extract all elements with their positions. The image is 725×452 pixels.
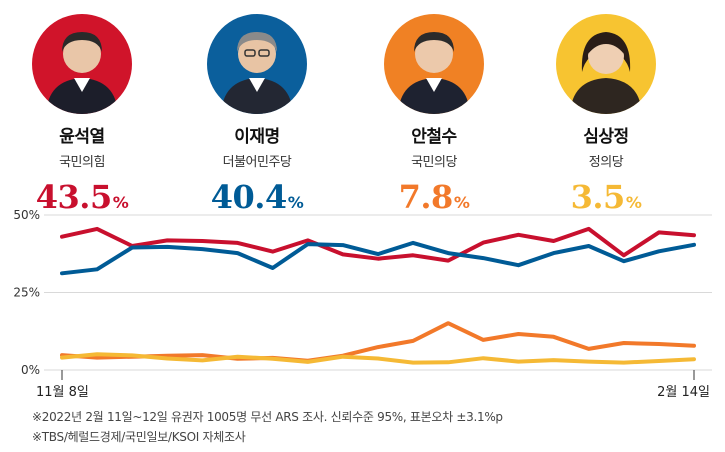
candidate-party: 국민의당 bbox=[411, 155, 457, 170]
candidate-party: 더불어민주당 bbox=[222, 155, 292, 170]
candidate-party: 정의당 bbox=[588, 155, 624, 170]
candidate-percent-value: 40.4 bbox=[210, 178, 287, 216]
candidate-percent: 3.5% bbox=[536, 178, 676, 216]
x-label-start: 11월 8일 bbox=[36, 385, 89, 400]
candidate-name: 안철수 bbox=[411, 127, 457, 147]
candidate-party: 국민의힘 bbox=[59, 155, 105, 170]
candidate-percent-unit: % bbox=[287, 193, 304, 212]
person-photo-icon bbox=[221, 32, 293, 114]
candidate-card-yoon: 윤석열 국민의힘 43.5% bbox=[12, 14, 152, 216]
candidate-percent: 40.4% bbox=[187, 178, 327, 216]
candidate-name: 심상정 bbox=[583, 127, 629, 147]
candidate-photo bbox=[384, 14, 484, 114]
y-tick-label: 25% bbox=[13, 286, 40, 300]
candidate-card-sim: 심상정 정의당 3.5% bbox=[536, 14, 676, 216]
candidate-photo bbox=[207, 14, 307, 114]
y-tick-label: 50% bbox=[13, 208, 40, 222]
candidate-card-lee: 이재명 더불어민주당 40.4% bbox=[187, 14, 327, 216]
x-label-end: 2월 14일 bbox=[657, 385, 710, 400]
candidate-percent-value: 3.5 bbox=[570, 178, 626, 216]
series-line-0 bbox=[60, 226, 696, 263]
candidate-photo bbox=[32, 14, 132, 114]
candidate-percent-value: 43.5 bbox=[35, 178, 112, 216]
candidate-name: 이재명 bbox=[234, 127, 280, 147]
person-photo-icon bbox=[570, 32, 642, 114]
candidate-name: 윤석열 bbox=[59, 127, 105, 147]
series-line-1 bbox=[60, 240, 696, 276]
candidate-card-ahn: 안철수 국민의당 7.8% bbox=[364, 14, 504, 216]
candidate-percent-unit: % bbox=[625, 193, 642, 212]
footnote-survey: ※2022년 2월 11일~12일 유권자 1005명 무선 ARS 조사. 신… bbox=[32, 410, 503, 424]
footnote-source: ※TBS/헤럴드경제/국민일보/KSOI 자체조사 bbox=[32, 430, 246, 444]
poll-trend-chart: 0% 25% 50% 11월 8일 2월 14일 bbox=[13, 208, 712, 400]
candidate-percent-unit: % bbox=[453, 193, 470, 212]
person-photo-icon bbox=[46, 32, 118, 114]
candidate-photo bbox=[556, 14, 656, 114]
series-line-2 bbox=[60, 321, 696, 363]
candidate-percent-unit: % bbox=[112, 193, 129, 212]
candidate-percent-value: 7.8 bbox=[398, 178, 454, 216]
candidate-percent: 7.8% bbox=[364, 178, 504, 216]
candidate-percent: 43.5% bbox=[12, 178, 152, 216]
person-photo-icon bbox=[398, 32, 470, 114]
y-tick-label: 0% bbox=[21, 363, 40, 377]
series-line-3 bbox=[60, 352, 696, 365]
